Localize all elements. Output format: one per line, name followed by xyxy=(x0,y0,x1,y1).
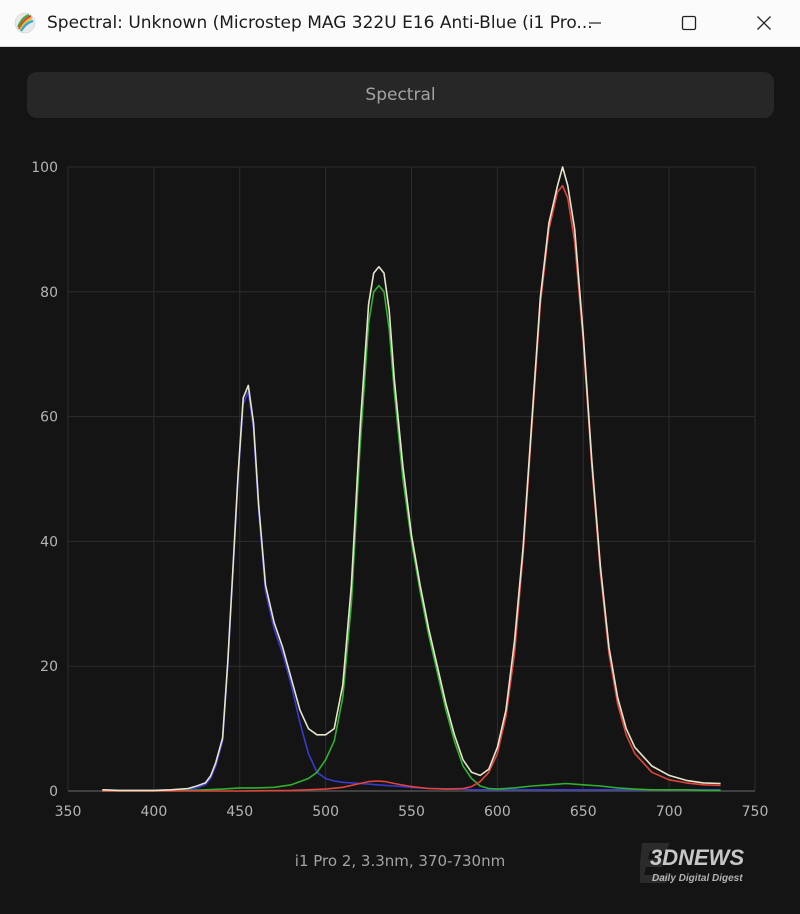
window-title: Spectral: Unknown (Microstep MAG 322U E1… xyxy=(47,13,593,33)
series-line-red xyxy=(102,184,721,792)
title-bar[interactable]: Spectral: Unknown (Microstep MAG 322U E1… xyxy=(0,0,800,47)
x-tick-label: 650 xyxy=(570,804,597,820)
window-content: Spectral 350 400 450 500 550 600 650 700 750 0 20… xyxy=(0,47,800,914)
x-tick-label: 700 xyxy=(656,804,683,820)
x-tick-label: 550 xyxy=(398,804,425,820)
x-tick-label: 750 xyxy=(742,804,769,820)
y-tick-label: 60 xyxy=(40,410,58,426)
spectral-header-label: Spectral xyxy=(365,85,436,105)
spectral-chart: 350 400 450 500 550 600 650 700 750 0 20 40 60 80 100 xyxy=(31,160,769,820)
x-tick-label: 500 xyxy=(312,804,339,820)
close-icon xyxy=(757,16,771,30)
close-button[interactable] xyxy=(735,0,793,46)
y-tick-label: 20 xyxy=(40,659,58,675)
y-tick-label: 80 xyxy=(40,285,58,301)
y-tick-label: 0 xyxy=(49,784,58,800)
chart-caption: i1 Pro 2, 3.3nm, 370-730nm xyxy=(294,852,506,870)
x-tick-labels: 350 400 450 500 550 600 650 700 750 xyxy=(55,804,769,820)
series-line-blue xyxy=(102,390,721,792)
chart-series xyxy=(102,166,721,792)
3dnews-watermark: 3DNEWS Daily Digital Digest xyxy=(640,843,744,884)
maximize-button[interactable] xyxy=(660,0,718,46)
series-line-green xyxy=(102,284,721,792)
x-tick-label: 450 xyxy=(226,804,253,820)
y-tick-label: 100 xyxy=(31,160,58,176)
y-tick-label: 40 xyxy=(40,534,58,550)
watermark-logo: 3DNEWS xyxy=(650,845,744,870)
chart-grid xyxy=(67,166,756,792)
spectral-header[interactable]: Spectral xyxy=(27,72,774,118)
minimize-icon xyxy=(589,22,601,24)
watermark-tagline: Daily Digital Digest xyxy=(652,873,743,884)
series-line-total xyxy=(102,166,721,792)
color-wheel-icon xyxy=(14,12,36,34)
x-tick-label: 350 xyxy=(55,804,82,820)
minimize-button[interactable] xyxy=(566,0,624,46)
y-tick-labels: 0 20 40 60 80 100 xyxy=(31,160,58,800)
x-tick-label: 600 xyxy=(484,804,511,820)
maximize-icon xyxy=(681,15,697,31)
x-tick-label: 400 xyxy=(141,804,168,820)
